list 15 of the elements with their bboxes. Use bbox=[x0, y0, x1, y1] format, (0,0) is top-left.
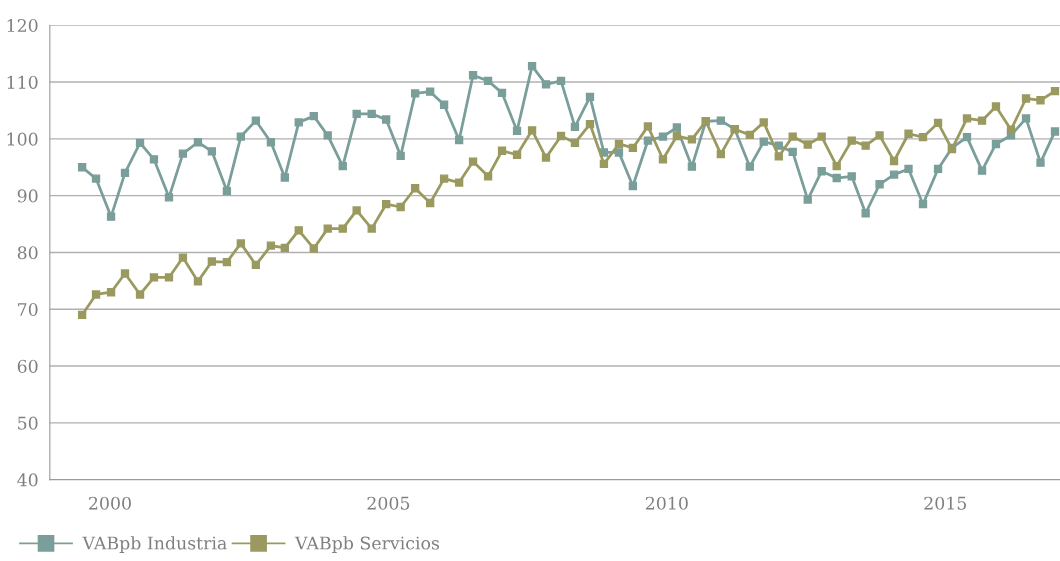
y-tick-label: 70 bbox=[18, 302, 38, 317]
y-tick-label: 110 bbox=[7, 75, 38, 89]
y-tick-label: 120 bbox=[7, 18, 38, 33]
x-tick-label: 2000 bbox=[89, 496, 131, 510]
x-tick-label: 2015 bbox=[924, 496, 967, 510]
y-tick-label: 40 bbox=[17, 473, 38, 487]
y-tick-label: 80 bbox=[17, 246, 38, 260]
y-tick-label: 90 bbox=[17, 189, 38, 203]
y-tick-label: 60 bbox=[17, 359, 38, 373]
legend-label: VABpb Servicios bbox=[294, 536, 440, 553]
y-tick-label: 100 bbox=[7, 132, 38, 146]
x-tick-label: 2010 bbox=[645, 496, 688, 510]
legend-label: VABpb Industria bbox=[82, 536, 227, 553]
x-tick-label: 2005 bbox=[367, 496, 410, 510]
y-tick-label: 50 bbox=[18, 416, 38, 430]
